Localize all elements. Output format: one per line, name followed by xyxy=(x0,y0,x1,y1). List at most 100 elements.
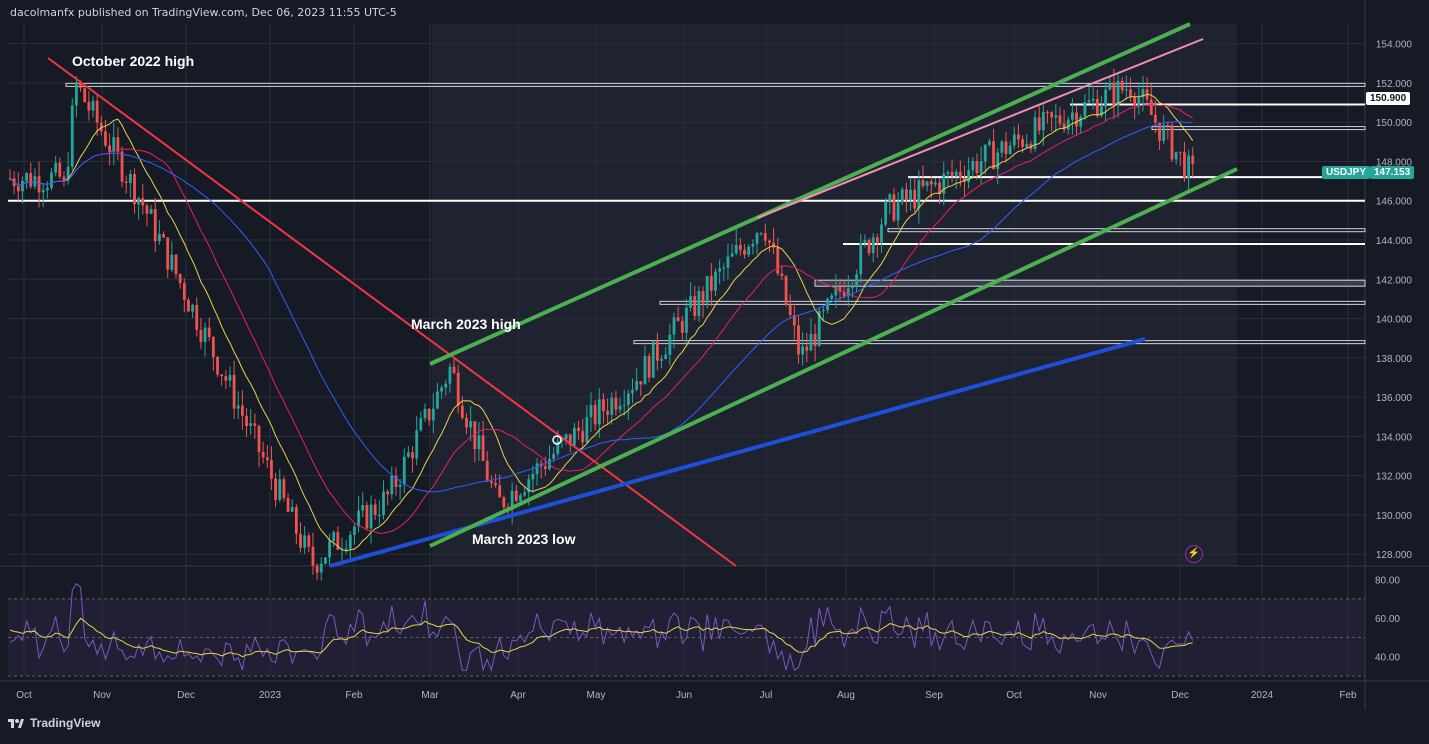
candle xyxy=(112,137,116,152)
candle xyxy=(390,475,394,495)
candle xyxy=(440,387,443,392)
candle xyxy=(456,372,460,406)
candle xyxy=(651,341,655,378)
candle xyxy=(245,415,248,427)
time-axis-tick: Apr xyxy=(510,690,526,701)
candle xyxy=(1158,122,1161,141)
candle xyxy=(353,526,356,535)
candle xyxy=(274,478,277,500)
candle xyxy=(141,198,145,206)
candle xyxy=(128,174,132,184)
level-box xyxy=(1151,126,1366,131)
candle xyxy=(170,254,174,270)
candle xyxy=(444,383,448,388)
marker-circle xyxy=(552,435,562,445)
candle xyxy=(452,366,456,373)
level-box xyxy=(65,82,1366,87)
candle xyxy=(265,457,269,461)
candle xyxy=(776,247,780,274)
candle xyxy=(925,181,929,186)
candle xyxy=(108,145,111,152)
candle xyxy=(618,405,622,410)
candle xyxy=(631,389,634,394)
candle xyxy=(1100,106,1103,116)
candle xyxy=(1116,80,1120,106)
candle xyxy=(315,565,319,573)
candle xyxy=(1012,134,1016,146)
time-axis-tick: Dec xyxy=(177,690,195,701)
candle xyxy=(83,88,87,102)
candle xyxy=(149,209,153,214)
candle xyxy=(946,172,950,174)
candle xyxy=(784,275,788,305)
candle xyxy=(759,233,763,235)
time-axis-tick: Dec xyxy=(1171,690,1189,701)
candle xyxy=(490,481,493,484)
candle xyxy=(386,491,390,495)
price-axis-tick: 144.000 xyxy=(1376,236,1413,247)
candle xyxy=(228,374,232,381)
rsi-ma-line xyxy=(9,617,1193,658)
candle xyxy=(921,180,925,186)
time-axis-tick: May xyxy=(587,690,606,701)
candle xyxy=(851,285,854,289)
candle xyxy=(871,237,875,254)
candle xyxy=(436,391,439,409)
candle xyxy=(996,152,1000,170)
candle xyxy=(1079,116,1083,127)
candle xyxy=(635,381,639,390)
candle xyxy=(1187,155,1190,179)
candle xyxy=(1087,100,1091,103)
candle xyxy=(875,237,879,243)
candle xyxy=(299,533,302,548)
candle xyxy=(660,358,663,361)
candle xyxy=(1178,151,1182,153)
candle xyxy=(303,535,307,548)
price-axis-tick: 146.000 xyxy=(1376,197,1413,208)
candle xyxy=(174,254,178,275)
candle xyxy=(261,452,265,458)
candle xyxy=(892,194,896,221)
candle xyxy=(884,201,888,225)
candle xyxy=(519,495,522,501)
candle xyxy=(1183,152,1186,179)
candle xyxy=(905,189,908,200)
candle xyxy=(676,317,680,322)
candle xyxy=(643,356,647,385)
candle xyxy=(1149,99,1153,115)
candle xyxy=(162,233,165,238)
candle xyxy=(41,190,45,193)
footer-brand: TradingView xyxy=(30,716,101,730)
candle xyxy=(929,181,933,185)
candle xyxy=(523,492,526,496)
time-axis-tick: 2023 xyxy=(259,690,282,701)
candle xyxy=(647,356,651,378)
candle xyxy=(1137,97,1141,106)
candle xyxy=(203,327,207,342)
candle xyxy=(286,498,290,512)
candle xyxy=(975,161,979,174)
candle xyxy=(801,346,805,355)
rsi-axis-tick: 40.00 xyxy=(1375,653,1400,664)
candle xyxy=(336,532,340,550)
downtrend-line xyxy=(47,57,737,567)
candle xyxy=(888,194,892,202)
price-axis-tick: 152.000 xyxy=(1376,79,1413,90)
candle xyxy=(1037,117,1041,131)
candle xyxy=(133,174,136,205)
candle xyxy=(992,141,995,170)
candle xyxy=(855,274,858,286)
candle xyxy=(207,327,211,337)
tradingview-logo[interactable]: TradingView xyxy=(8,716,100,730)
candle xyxy=(1191,155,1195,164)
candle xyxy=(730,253,734,257)
candle xyxy=(797,325,800,355)
lightning-icon[interactable]: ⚡ xyxy=(1185,545,1203,563)
candle xyxy=(573,427,576,446)
candle xyxy=(709,276,713,291)
candle xyxy=(909,189,912,200)
candle xyxy=(178,274,182,284)
level-box xyxy=(887,228,1366,233)
candle xyxy=(502,497,506,508)
